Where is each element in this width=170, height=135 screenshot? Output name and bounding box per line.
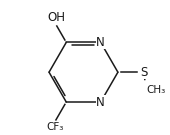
Text: S: S: [140, 66, 148, 79]
Text: N: N: [96, 36, 105, 49]
Text: CH₃: CH₃: [147, 85, 166, 95]
Text: OH: OH: [48, 11, 66, 24]
Text: N: N: [96, 96, 105, 109]
Text: CF₃: CF₃: [46, 122, 63, 132]
